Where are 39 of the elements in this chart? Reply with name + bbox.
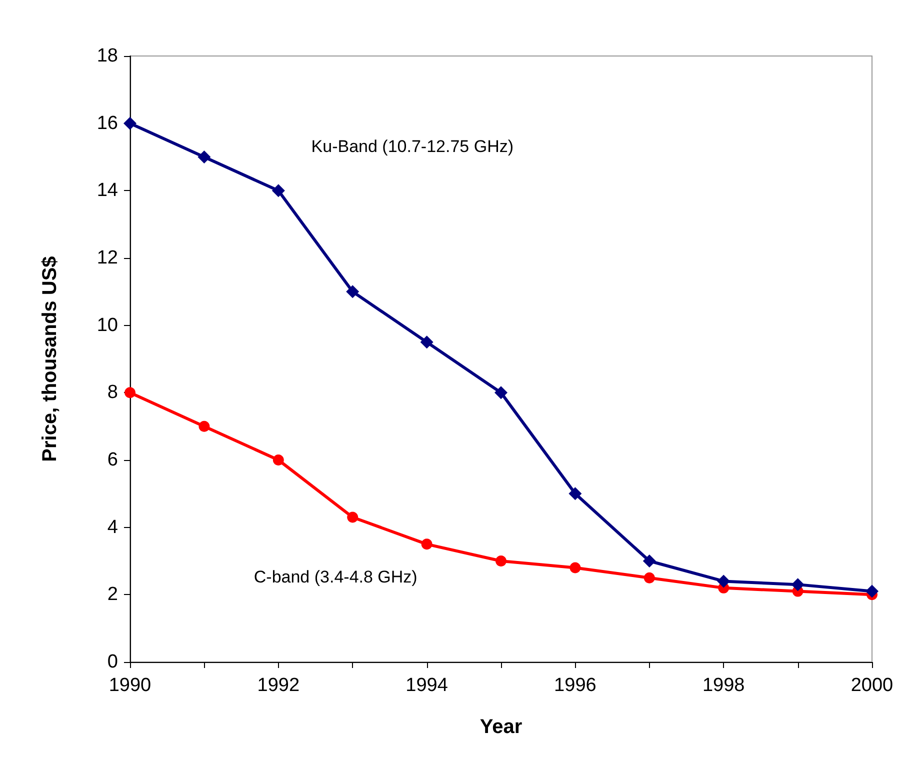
point bbox=[568, 487, 582, 500]
y-tick-label: 18 bbox=[96, 46, 118, 66]
y-tick-label: 0 bbox=[107, 652, 118, 672]
point bbox=[570, 562, 581, 574]
y-tick-label: 2 bbox=[107, 584, 118, 606]
point bbox=[272, 454, 284, 466]
point bbox=[124, 387, 136, 398]
y-tick-label: 16 bbox=[96, 112, 118, 134]
x-axis-title: Year bbox=[480, 716, 522, 738]
series-label: C-band (3.4-4.8 GHz) bbox=[254, 568, 418, 587]
x-tick-label: 1998 bbox=[702, 675, 745, 696]
y-tick-label: 12 bbox=[96, 248, 118, 268]
y-tick-label: 4 bbox=[107, 516, 118, 538]
point bbox=[347, 512, 358, 523]
y-tick-label: 10 bbox=[96, 314, 118, 336]
x-tick-label: 1992 bbox=[257, 675, 300, 696]
point bbox=[717, 574, 730, 588]
point bbox=[496, 556, 506, 566]
point bbox=[866, 584, 878, 598]
x-tick-label: 1996 bbox=[554, 675, 596, 696]
y-tick-label: 14 bbox=[96, 180, 118, 202]
point bbox=[791, 578, 804, 592]
text: Ku-Band (10.7-12.75 GHz) bbox=[311, 137, 514, 156]
x-tick-label: 1990 bbox=[108, 675, 152, 696]
point bbox=[198, 420, 210, 432]
x-tick-label: 2000 bbox=[850, 675, 894, 696]
y-tick-label: 6 bbox=[107, 450, 118, 470]
y-tick-label: 8 bbox=[107, 382, 118, 404]
point bbox=[644, 572, 655, 584]
point bbox=[198, 150, 211, 164]
point bbox=[421, 538, 432, 550]
point bbox=[642, 554, 656, 568]
y-axis-title: Price, thousands US$ bbox=[39, 256, 61, 462]
point bbox=[124, 116, 136, 130]
point bbox=[346, 285, 360, 298]
point bbox=[494, 386, 508, 400]
point bbox=[272, 184, 285, 198]
x-tick-label: 1994 bbox=[406, 675, 448, 696]
point bbox=[420, 336, 434, 349]
